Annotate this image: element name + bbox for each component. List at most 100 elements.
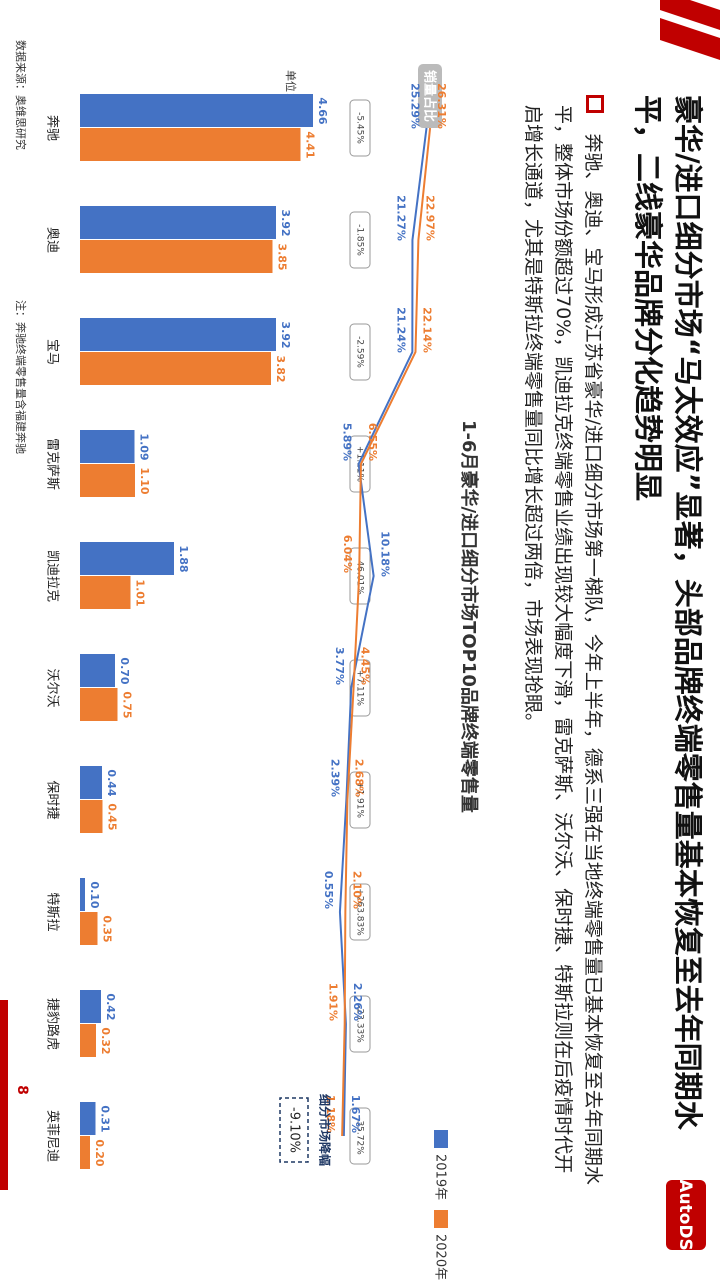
legend-label: 2020年	[433, 1234, 448, 1280]
bar-label: 1.09	[138, 433, 151, 460]
share-label: 6.55%	[366, 423, 379, 461]
growth-label: +263.83%	[355, 888, 365, 936]
bar	[80, 1102, 96, 1135]
bar	[80, 352, 271, 385]
share-label: 2.39%	[328, 759, 341, 797]
growth-label: -5.45%	[355, 112, 365, 144]
x-tick-label: 英菲尼迪	[45, 1110, 60, 1162]
share-label: 1.67%	[349, 1095, 362, 1133]
bar	[80, 654, 115, 687]
legend-swatch	[434, 1130, 448, 1148]
x-tick-label: 捷豹路虎	[45, 998, 61, 1050]
share-label-box	[418, 64, 442, 128]
page-number: 8	[14, 1085, 30, 1095]
growth-label: +7.11%	[355, 670, 365, 707]
legend-swatch	[434, 1210, 448, 1228]
bar	[80, 576, 131, 609]
bar	[80, 464, 135, 497]
share-label: 25.29%	[409, 83, 422, 129]
note: 注：奔驰终端零售量含福建奔驰	[14, 300, 28, 454]
logo: AutoDS	[675, 1179, 695, 1250]
x-tick-label: 奔驰	[45, 115, 60, 141]
bar-label: 0.42	[104, 993, 117, 1020]
logo-box	[666, 1180, 706, 1250]
share-line	[341, 127, 432, 1137]
decoration	[660, 0, 720, 30]
bar	[80, 878, 85, 911]
growth-label: -1.85%	[355, 224, 365, 256]
segment-change-box	[279, 1097, 309, 1163]
bar	[80, 128, 301, 161]
growth-label: +1.91%	[355, 782, 365, 819]
share-label: 2.10%	[350, 871, 363, 909]
bar	[80, 766, 102, 799]
share-label: 22.14%	[420, 307, 433, 353]
bar-label: 0.20	[93, 1139, 106, 1166]
bar-label: 4.41	[304, 131, 317, 158]
bar	[80, 912, 98, 945]
share-label: 21.27%	[394, 195, 407, 241]
x-tick-label: 奥迪	[45, 227, 60, 253]
segment-change-value: -9.10%	[287, 1107, 302, 1153]
share-line	[338, 127, 428, 1137]
share-label: 销量占比	[422, 70, 438, 122]
growth-box	[349, 883, 371, 941]
bar	[80, 1136, 90, 1169]
bar-label: 1.10	[138, 467, 151, 494]
bar	[80, 206, 276, 239]
bar-label: 4.66	[316, 97, 329, 124]
growth-label: -23.33%	[355, 1005, 365, 1043]
share-label: 26.31%	[435, 83, 448, 129]
bar-label: 0.44	[105, 769, 118, 796]
bar	[80, 688, 118, 721]
x-tick-label: 沃尔沃	[45, 668, 60, 707]
share-label: 6.04%	[341, 535, 354, 573]
growth-box	[349, 211, 371, 269]
bar	[80, 240, 273, 273]
bar	[80, 1024, 96, 1057]
bar-label: 0.10	[88, 881, 101, 908]
bar	[80, 318, 276, 351]
share-label: 0.55%	[322, 871, 335, 909]
x-tick-label: 特斯拉	[45, 892, 60, 931]
growth-box	[349, 99, 371, 157]
decoration	[0, 1000, 8, 1190]
chart-title: 1-6月豪华/进口细分市场TOP10品牌终端零售量	[458, 420, 480, 813]
bar	[80, 800, 103, 833]
bar	[80, 990, 101, 1023]
bar-label: 0.31	[99, 1105, 112, 1132]
segment-change-title: 细分市场降幅	[318, 1094, 333, 1166]
bar	[80, 430, 135, 463]
legend-label: 2019年	[433, 1154, 448, 1200]
growth-box	[349, 995, 371, 1053]
growth-box	[349, 323, 371, 381]
share-label: 4.45%	[359, 647, 372, 685]
growth-box	[349, 1107, 371, 1165]
share-label: 5.89%	[341, 423, 354, 461]
bar	[80, 94, 313, 127]
share-label: 22.97%	[423, 195, 436, 241]
growth-label: -35.72%	[355, 1117, 365, 1155]
share-label: 3.77%	[333, 647, 346, 685]
bar-label: 3.92	[279, 321, 292, 348]
bar-label: 1.01	[134, 579, 147, 606]
bar-label: 3.92	[279, 209, 292, 236]
x-tick-label: 宝马	[45, 339, 60, 365]
bar-label: 0.45	[106, 803, 119, 830]
share-label: 2.26%	[351, 983, 364, 1021]
bar-label: 0.32	[99, 1027, 112, 1054]
x-tick-label: 保时捷	[45, 780, 60, 819]
growth-label: -2.59%	[355, 336, 365, 368]
x-tick-label: 凯迪拉克	[45, 550, 60, 602]
share-label: 1.91%	[327, 983, 340, 1021]
bar	[80, 542, 174, 575]
source: 数据来源：奥维思研究	[14, 40, 28, 150]
bar-label: 1.88	[177, 545, 190, 572]
bar-label: 3.82	[274, 355, 287, 382]
bar-label: 0.70	[118, 657, 131, 684]
bar-label: 3.85	[276, 243, 289, 270]
bar-label: 0.75	[121, 691, 134, 718]
share-label: 1.18%	[324, 1095, 337, 1133]
